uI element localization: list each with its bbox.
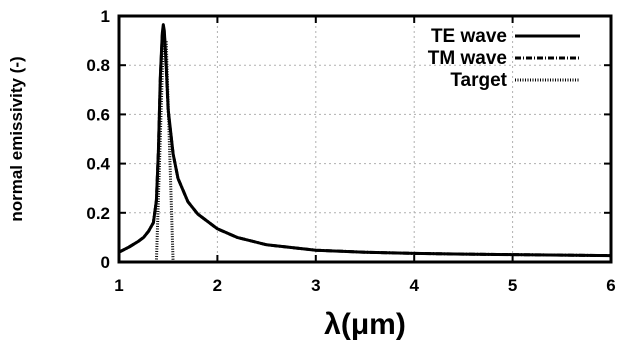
x-tick-label: 3 — [311, 276, 320, 295]
y-tick-label: 0.4 — [86, 155, 110, 174]
y-axis-label: normal emissivity (-) — [7, 56, 26, 221]
y-tick-label: 0.6 — [86, 105, 110, 124]
legend-label: Target — [450, 70, 507, 91]
tick-marks — [118, 15, 612, 263]
grid-lines — [119, 16, 611, 262]
x-tick-label: 5 — [508, 276, 517, 295]
x-tick-label: 6 — [606, 276, 615, 295]
series-line-2 — [119, 39, 611, 264]
y-tick-label: 0.2 — [86, 204, 110, 223]
y-tick-label: 0.8 — [86, 56, 110, 75]
series-group — [118, 23, 612, 264]
plot-frame — [117, 14, 613, 264]
legend-label: TM wave — [428, 48, 507, 69]
x-tick-label: 1 — [114, 276, 123, 295]
x-tick-label: 4 — [409, 276, 419, 295]
y-tick-label: 1 — [101, 7, 110, 26]
series-line-1 — [118, 25, 612, 258]
legend-label: TE wave — [431, 26, 507, 47]
y-tick-label: 0 — [101, 253, 110, 272]
x-axis-label: λ(μm) — [324, 308, 406, 341]
tick-labels: 1 2 3 4 5 6 0 0.2 0.4 0.6 0.8 1 — [86, 7, 615, 295]
x-tick-label: 2 — [213, 276, 222, 295]
